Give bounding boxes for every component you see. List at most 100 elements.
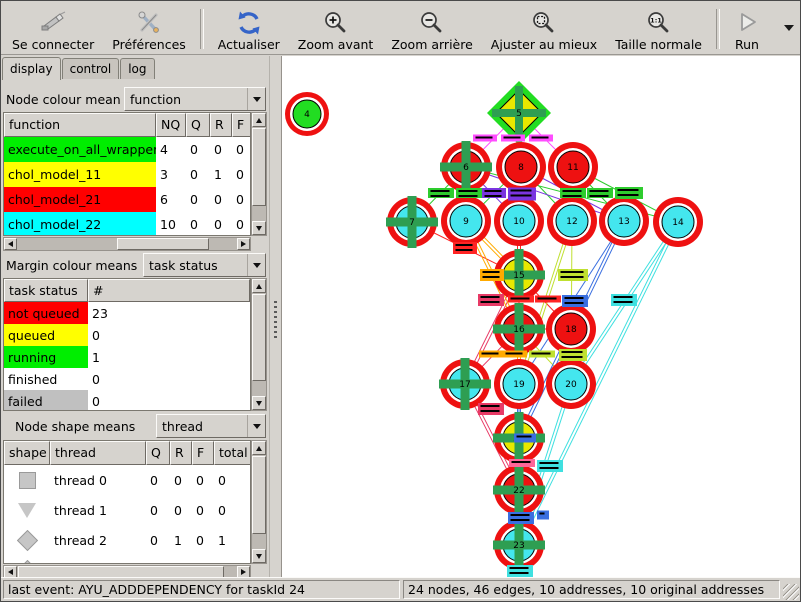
scroll-up-button[interactable] [252, 279, 266, 293]
thread-count: 0 [218, 472, 226, 488]
scroll-down-button[interactable] [252, 549, 266, 563]
graph-node-18[interactable]: 18 [546, 304, 596, 354]
status-row-queued[interactable]: queued 0 [4, 324, 250, 346]
margin-colour-combo[interactable]: task status [143, 253, 266, 277]
graph-node-22[interactable]: 22 [493, 464, 545, 516]
toolbar-button-actualiser[interactable]: Actualiser [209, 3, 289, 53]
graph-node-6[interactable]: 6 [440, 141, 492, 193]
status-row-running[interactable]: running 1 [4, 346, 250, 368]
column-header-total[interactable]: total [214, 441, 250, 465]
scroll-thumb[interactable] [252, 456, 266, 534]
graph-node-7[interactable]: 7 [386, 196, 438, 248]
thread-count: 0 [174, 472, 182, 488]
graph-node-14[interactable]: 14 [653, 197, 703, 247]
shape-table-vscrollbar[interactable] [251, 440, 267, 564]
graph-node-12[interactable]: 12 [547, 196, 597, 246]
zoom-fit-icon [531, 10, 557, 36]
column-header-f[interactable]: F [232, 113, 250, 137]
node-colour-combo[interactable]: function [124, 87, 266, 111]
graph-node-9[interactable]: 9 [441, 196, 491, 246]
graph-node-16[interactable]: 16 [493, 303, 545, 355]
chevron-down-icon [247, 254, 265, 276]
status-name: finished [4, 368, 88, 390]
function-row-execute-on-all-wrapper[interactable]: execute_on_all_wrapper 4 0 0 0 [4, 137, 250, 162]
tab-control[interactable]: control [61, 58, 120, 79]
tab-log[interactable]: log [120, 58, 155, 79]
square-shape-icon [18, 471, 36, 489]
scroll-down-button[interactable] [252, 221, 266, 235]
graph-node-13[interactable]: 13 [599, 196, 649, 246]
graph-node-17[interactable]: 17 [439, 358, 491, 410]
scroll-thumb[interactable] [252, 128, 266, 206]
task-status-vscrollbar[interactable] [251, 278, 267, 411]
edge-label [615, 187, 643, 199]
column-header-thread[interactable]: thread [50, 441, 146, 465]
resize-grip[interactable] [783, 584, 799, 600]
toolbar-button-zoom-arriere[interactable]: Zoom arrière [382, 3, 481, 53]
node-shape-combo[interactable]: thread [156, 414, 266, 438]
toolbar-overflow-button[interactable] [780, 18, 798, 38]
toolbar-button-ajuster-au-mieux[interactable]: Ajuster au mieux [482, 3, 606, 53]
edge-label [529, 350, 555, 358]
toolbar-button-preferences[interactable]: Préférences [103, 3, 195, 53]
graph-node-8[interactable]: 8 [496, 142, 546, 192]
graph-node-number: 4 [304, 110, 310, 120]
column-header-task-status[interactable]: task status [4, 279, 88, 302]
thread-name: thread 0 [54, 472, 107, 488]
function-count: 6 [160, 192, 168, 207]
tab-display[interactable]: display [2, 57, 61, 80]
toolbar-button-se-connecter[interactable]: Se connecter [3, 3, 103, 53]
column-header-nq[interactable]: NQ [156, 113, 186, 137]
shape-row-partial[interactable] [4, 555, 250, 563]
toolbar-button-zoom-avant[interactable]: Zoom avant [289, 3, 383, 53]
function-table-hscrollbar[interactable] [3, 237, 251, 251]
toolbar-separator [716, 9, 720, 49]
graph-node-4[interactable]: 4 [285, 92, 329, 136]
graph-node-19[interactable]: 19 [494, 359, 544, 409]
scroll-up-button[interactable] [252, 113, 266, 127]
panel-splitter[interactable] [269, 56, 281, 577]
status-row-failed[interactable]: failed 0 [4, 390, 250, 410]
scroll-right-button[interactable] [237, 238, 250, 250]
scroll-down-button[interactable] [252, 396, 266, 410]
graph-node-5[interactable]: 5 [487, 81, 551, 145]
column-header-r[interactable]: R [170, 441, 192, 465]
column-header-q[interactable]: Q [146, 441, 170, 465]
scroll-thumb[interactable] [252, 294, 266, 381]
thread-count: 0 [150, 502, 158, 518]
graph-node-23[interactable]: 23 [493, 519, 545, 571]
thread-count: 0 [150, 532, 158, 548]
function-row-chol-model-22[interactable]: chol_model_22 10 0 0 0 [4, 212, 250, 235]
column-header-shape[interactable]: shape [4, 441, 50, 465]
graph-node-11[interactable]: 11 [548, 142, 598, 192]
graph-node-15[interactable]: 15 [493, 249, 545, 301]
function-row-chol-model-11[interactable]: chol_model_11 3 0 1 0 [4, 162, 250, 187]
toolbar-button-taille-normale[interactable]: 1:1 Taille normale [606, 3, 711, 53]
scroll-left-button[interactable] [4, 238, 17, 250]
graph-node-number: 17 [459, 380, 470, 390]
graph-canvas[interactable]: 456811791012131415161817192021222324 [281, 56, 800, 577]
column-header-f[interactable]: F [192, 441, 214, 465]
task-graph[interactable]: 456811791012131415161817192021222324 [282, 56, 800, 577]
edge-label [507, 565, 533, 577]
graph-node-20[interactable]: 20 [546, 359, 596, 409]
column-header-[interactable]: # [88, 279, 250, 302]
status-row-finished[interactable]: finished 0 [4, 368, 250, 390]
column-header-function[interactable]: function [4, 113, 156, 137]
scroll-up-button[interactable] [252, 441, 266, 455]
function-row-chol-model-21[interactable]: chol_model_21 6 0 0 0 [4, 187, 250, 212]
toolbar-button-run[interactable]: Run [725, 3, 769, 53]
graph-node-10[interactable]: 10 [494, 196, 544, 246]
function-table-vscrollbar[interactable] [251, 112, 267, 236]
column-header-q[interactable]: Q [186, 113, 210, 137]
thread-name: thread 1 [54, 502, 107, 518]
column-header-r[interactable]: R [210, 113, 232, 137]
graph-node-number: 13 [618, 217, 629, 227]
scroll-thumb[interactable] [117, 238, 209, 250]
status-row-not-queued[interactable]: not queued 23 [4, 302, 250, 324]
